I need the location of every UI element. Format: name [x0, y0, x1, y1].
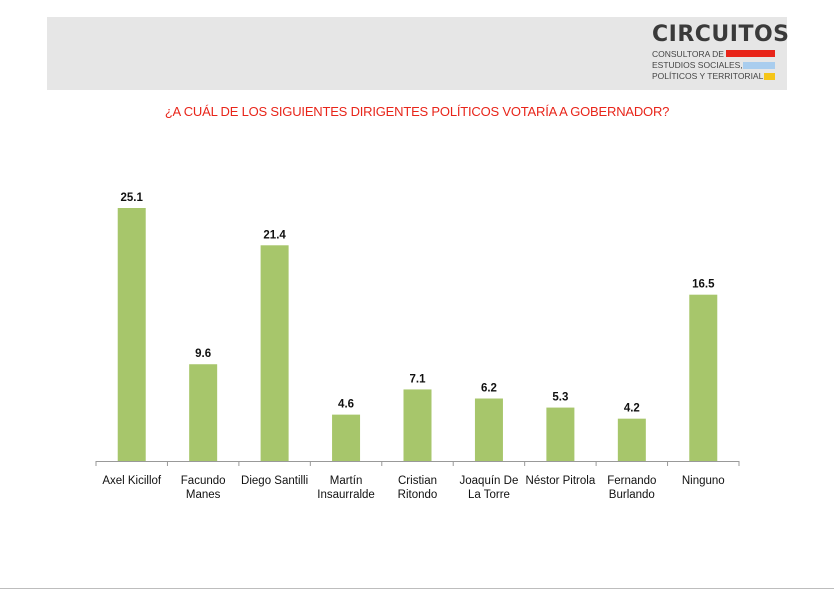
bar [403, 389, 432, 461]
bar-value-label: 4.6 [338, 399, 354, 411]
chart-title: ¿A CUÁL DE LOS SIGUIENTES DIRIGENTES POL… [164, 104, 670, 119]
bar [474, 398, 503, 461]
bar [117, 208, 146, 461]
logo-line-3: POLÍTICOS Y TERRITORIALES [652, 71, 775, 81]
logo-yellow-bar [764, 73, 775, 80]
logo-title: CIRCUITOS [652, 22, 790, 47]
logo-line-2: ESTUDIOS SOCIALES, [652, 60, 743, 70]
category-label: Martín Insaurralde [317, 475, 375, 501]
bottom-rule [0, 588, 834, 589]
category-label: Fernando Burlando [607, 475, 656, 501]
bar-value-label: 7.1 [410, 373, 427, 385]
bar [332, 414, 361, 461]
bar-value-label: 5.3 [552, 392, 568, 404]
bar [260, 245, 289, 461]
bar [617, 418, 646, 461]
bar [689, 294, 718, 461]
logo-red-bar [726, 50, 775, 57]
logo-line-1: CONSULTORA DE [652, 49, 724, 59]
bar-value-label: 4.2 [624, 403, 640, 415]
circuitos-logo: CIRCUITOS CONSULTORA DE ESTUDIOS SOCIALE… [652, 22, 789, 86]
bar-value-label: 9.6 [195, 348, 211, 360]
category-label: Cristian Ritondo [398, 475, 438, 501]
category-label: Ninguno [682, 475, 725, 487]
category-label: Axel Kicillof [102, 475, 162, 487]
bar-value-label: 16.5 [692, 279, 715, 291]
category-label: Néstor Pitrola [526, 475, 596, 487]
bar-value-label: 25.1 [121, 192, 144, 204]
bar-value-label: 21.4 [263, 229, 286, 241]
category-label: Diego Santilli [241, 475, 308, 487]
bar [546, 407, 575, 461]
category-label: Joaquín De La Torre [460, 475, 519, 501]
category-label: Facundo Manes [181, 475, 226, 501]
bar [189, 364, 218, 461]
header-band [47, 17, 787, 90]
logo-blue-bar [743, 62, 775, 69]
bar-value-label: 6.2 [481, 383, 497, 395]
